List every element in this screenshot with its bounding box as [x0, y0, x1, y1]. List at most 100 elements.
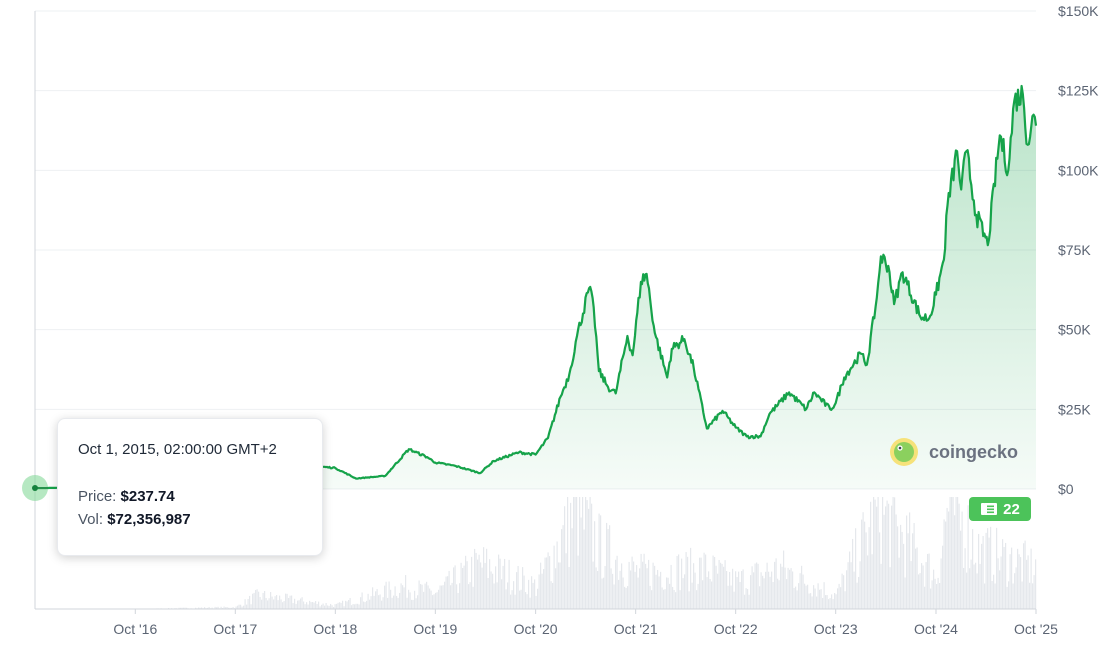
- volume-bar: [927, 553, 929, 609]
- volume-bar: [957, 497, 959, 609]
- volume-bar: [753, 572, 755, 609]
- volume-bar: [532, 582, 534, 609]
- volume-bar: [856, 582, 858, 609]
- news-badge[interactable]: 22: [969, 497, 1031, 521]
- volume-bar: [427, 585, 429, 609]
- volume-bar: [925, 562, 927, 609]
- volume-bar: [765, 571, 767, 609]
- volume-bar: [636, 565, 638, 609]
- volume-bar: [351, 605, 353, 609]
- volume-bar: [244, 599, 246, 609]
- volume-bar: [409, 592, 411, 609]
- volume-bar: [474, 548, 476, 609]
- volume-bar: [571, 528, 573, 609]
- volume-bar: [913, 522, 915, 609]
- volume-bar: [268, 598, 270, 609]
- volume-bar: [294, 598, 296, 609]
- volume-bar: [1026, 559, 1028, 609]
- volume-bar: [661, 587, 663, 609]
- volume-bar: [654, 565, 656, 609]
- volume-bar: [754, 563, 756, 609]
- volume-bar: [342, 600, 344, 609]
- volume-bar: [814, 588, 816, 609]
- volume-bar: [693, 563, 695, 609]
- volume-bar: [735, 571, 737, 609]
- tooltip-anchor-marker[interactable]: [22, 475, 48, 501]
- volume-bar: [513, 581, 515, 609]
- volume-bar: [883, 514, 885, 609]
- volume-bar: [964, 548, 966, 609]
- volume-bar: [199, 607, 201, 609]
- volume-bar: [462, 567, 464, 609]
- volume-bar: [565, 553, 567, 609]
- volume-bar: [843, 575, 845, 609]
- volume-bar: [903, 543, 905, 609]
- volume-bar: [405, 575, 407, 609]
- volume-bar: [694, 572, 696, 609]
- volume-bar: [246, 604, 248, 609]
- volume-bar: [525, 592, 527, 609]
- volume-bar: [549, 556, 551, 609]
- volume-bar: [829, 598, 831, 609]
- volume-bar: [921, 563, 923, 609]
- volume-bar: [208, 607, 210, 609]
- volume-bar: [543, 569, 545, 609]
- volume-bar: [802, 574, 804, 609]
- volume-bar: [430, 590, 432, 609]
- volume-bar: [619, 570, 621, 609]
- volume-bar: [547, 552, 549, 609]
- volume-bar: [624, 586, 626, 609]
- volume-bar: [898, 557, 900, 609]
- volume-bar: [579, 497, 581, 609]
- volume-bar: [373, 595, 375, 609]
- volume-bar: [912, 533, 914, 609]
- volume-bar: [601, 578, 603, 609]
- volume-bar: [379, 594, 381, 609]
- volume-bar: [972, 529, 974, 609]
- volume-bar: [456, 584, 458, 609]
- volume-bar: [846, 570, 848, 609]
- volume-bar: [937, 577, 939, 609]
- x-tick-label: Oct '19: [413, 621, 457, 637]
- x-tick-label: Oct '17: [213, 621, 257, 637]
- price-area-fill: [35, 86, 1036, 489]
- volume-bar: [1030, 548, 1032, 609]
- volume-bar: [628, 561, 630, 609]
- volume-bar: [762, 575, 764, 609]
- volume-bar: [445, 576, 447, 609]
- volume-bar: [669, 583, 671, 609]
- volume-bar: [832, 599, 834, 609]
- volume-bar: [955, 497, 957, 609]
- volume-bar: [678, 554, 680, 609]
- volume-bar: [879, 532, 881, 609]
- volume-bar: [387, 597, 389, 609]
- volume-bar: [945, 521, 947, 609]
- volume-bar: [759, 586, 761, 609]
- volume-bar: [316, 603, 318, 609]
- tooltip-vol-value: $72,356,987: [107, 511, 191, 528]
- volume-bar: [477, 559, 479, 609]
- volume-bar: [181, 607, 183, 609]
- volume-bar: [1005, 542, 1007, 609]
- newspaper-icon: [980, 502, 998, 516]
- volume-bar: [940, 558, 942, 609]
- volume-bar: [822, 597, 824, 609]
- volume-bar: [819, 589, 821, 609]
- volume-bar: [873, 497, 875, 609]
- volume-bar: [1032, 583, 1034, 609]
- volume-bar: [237, 605, 239, 609]
- volume-bar: [321, 604, 323, 609]
- volume-bar: [576, 497, 578, 609]
- volume-bar: [460, 562, 462, 609]
- volume-bar: [906, 515, 908, 609]
- tooltip-vol-label: Vol:: [78, 511, 104, 528]
- volume-bar: [847, 562, 849, 609]
- volume-bar: [682, 578, 684, 609]
- volume-bar: [583, 529, 585, 609]
- volume-bar: [337, 602, 339, 609]
- volume-bar: [777, 578, 779, 609]
- x-tick-label: Oct '23: [814, 621, 858, 637]
- volume-bar: [493, 583, 495, 609]
- volume-bar: [804, 583, 806, 609]
